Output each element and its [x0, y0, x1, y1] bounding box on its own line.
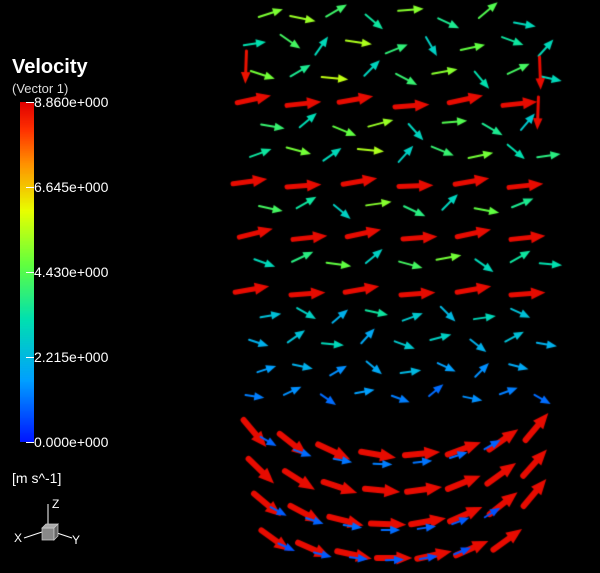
legend-title: Velocity [12, 56, 172, 79]
axis-triad: Z X Y [12, 498, 102, 548]
legend: Velocity (Vector 1) 8.860e+0006.645e+000… [12, 56, 172, 442]
unit-label: [m s^-1] [12, 470, 61, 486]
colorbar-tick: 2.215e+000 [34, 349, 108, 365]
colorbar-tick: 8.860e+000 [34, 94, 108, 110]
triad-y-label: Y [72, 533, 80, 547]
colorbar-ticks: 8.860e+0006.645e+0004.430e+0002.215e+000… [34, 102, 164, 442]
colorbar-tick: 0.000e+000 [34, 434, 108, 450]
colorbar-tick: 4.430e+000 [34, 264, 108, 280]
colorbar-tick: 6.645e+000 [34, 179, 108, 195]
triad-z-label: Z [52, 497, 59, 511]
triad-x-label: X [14, 531, 22, 545]
legend-body: 8.860e+0006.645e+0004.430e+0002.215e+000… [12, 102, 172, 442]
triad-cube-icon [42, 524, 58, 540]
